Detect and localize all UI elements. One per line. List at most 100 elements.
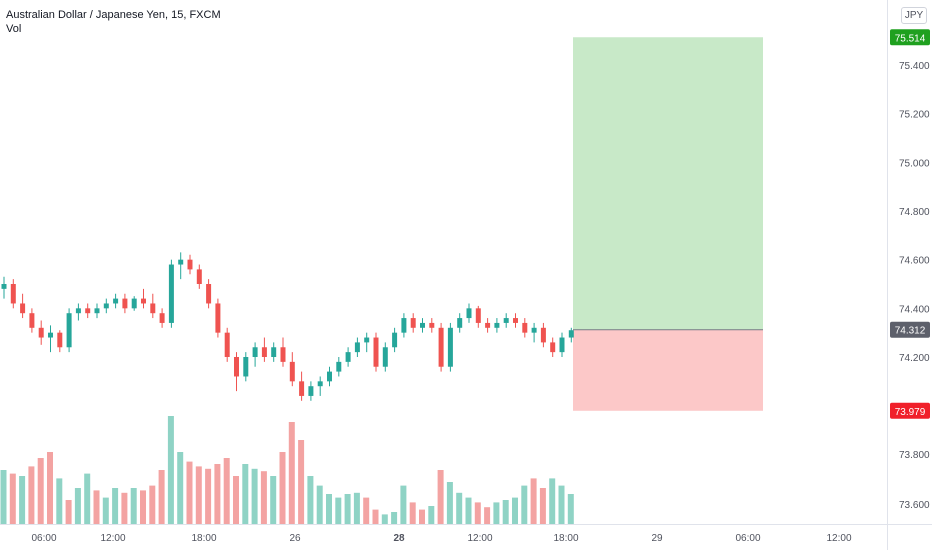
candle-body (308, 386, 314, 396)
volume-bar (47, 452, 53, 524)
price-scale[interactable]: 75.400 75.200 75.000 74.800 74.600 74.400 74.2… (899, 61, 930, 511)
target-price-badge-bg (890, 29, 930, 46)
candle-body (531, 327, 537, 333)
time-scale[interactable]: 06:00 12:00 18:00 26 28 12:00 18:00 29 06:00 12:0… (31, 533, 851, 544)
candle-body (168, 264, 174, 323)
candle-body (141, 298, 146, 304)
candle-body (57, 332, 63, 348)
candle-body (150, 303, 156, 314)
price-tick-label: 75.000 (899, 158, 930, 169)
candle-body (373, 337, 379, 367)
candle-body (224, 332, 230, 357)
volume-bar (363, 497, 370, 524)
volume-bar (326, 494, 332, 524)
candle-body (336, 361, 342, 372)
volume-bar (549, 478, 556, 524)
candle-body (550, 342, 556, 353)
volume-bar (298, 440, 305, 524)
candle-body (410, 318, 416, 328)
volume-bar (465, 497, 472, 524)
volume-bar (167, 416, 174, 524)
symbol-title[interactable]: Australian Dollar / Japanese Yen, 15, FX… (6, 9, 221, 21)
volume-bar (316, 485, 323, 524)
price-tick-label: 74.800 (899, 207, 930, 218)
volume-bar (539, 488, 546, 524)
volume-bar (130, 488, 137, 524)
volume-bar (381, 514, 388, 524)
price-tick-label: 74.400 (899, 304, 930, 315)
candle-body (392, 332, 398, 348)
candle-body (206, 284, 212, 304)
volume-bar (233, 476, 239, 524)
volume-bar (344, 494, 351, 524)
candle-body (10, 284, 16, 304)
candle-body (559, 337, 565, 353)
volume-bar (56, 478, 63, 524)
candle-body (187, 259, 193, 270)
candle-body (475, 308, 481, 323)
time-tick-label: 12:00 (826, 533, 851, 544)
candle-body (103, 303, 109, 309)
stop-price-badge-label: 73.979 (895, 407, 926, 418)
volume-bar (84, 473, 91, 524)
candle-body (317, 381, 323, 387)
volume-bar (214, 464, 221, 524)
price-badges: 75.514 74.312 73.979 (890, 29, 930, 419)
volume-bar (251, 468, 258, 524)
volume-bar (391, 512, 398, 524)
volume-bar (93, 490, 100, 524)
candle-body (85, 308, 91, 314)
price-tick-label: 74.200 (899, 353, 930, 364)
candle-body (113, 298, 119, 304)
long-position-tool[interactable] (573, 37, 763, 411)
candle-body (485, 322, 491, 328)
candle-body (447, 327, 453, 367)
volume-bar (558, 485, 565, 524)
time-tick-label: 18:00 (553, 533, 578, 544)
volume-bar (260, 471, 267, 524)
candle-body (299, 381, 305, 396)
volume-bar (223, 458, 230, 524)
volume-bar (121, 492, 128, 524)
candle-body (522, 322, 528, 333)
candle-body (20, 303, 26, 314)
currency-badge[interactable]: JPY (901, 7, 927, 24)
time-tick-label: 06:00 (31, 533, 56, 544)
stop-price-badge-bg (890, 402, 930, 419)
candle-body (29, 313, 35, 328)
candle-body (438, 327, 444, 367)
volume-bar (484, 507, 491, 524)
price-tick-label: 75.400 (899, 61, 930, 72)
time-tick-label: 18:00 (191, 533, 216, 544)
volume-bar (242, 464, 249, 524)
volume-bar (493, 502, 500, 524)
volume-bar (437, 470, 444, 524)
time-tick-label: 06:00 (735, 533, 760, 544)
volume-bar (9, 473, 16, 524)
candle-body (1, 284, 7, 289)
price-tick-label: 73.800 (899, 450, 930, 461)
volume-label[interactable]: Vol (6, 23, 22, 35)
volume-bar (140, 490, 146, 524)
volume-bar (102, 497, 109, 524)
candle-body (420, 322, 425, 328)
stop-zone (573, 329, 763, 411)
volume-bar (521, 485, 528, 524)
time-tick-label: 29 (651, 533, 663, 544)
volume-bar (279, 452, 286, 524)
last-price-badge-bg (890, 321, 930, 338)
candle-body (364, 337, 370, 343)
time-tick-label: 12:00 (100, 533, 125, 544)
candle-body (215, 303, 221, 333)
time-tick-label: 28 (393, 533, 405, 544)
candle-body (354, 342, 360, 353)
candle-body (503, 318, 509, 323)
candle-body (234, 357, 239, 377)
volume-bars (0, 416, 574, 524)
candle-body (327, 371, 332, 382)
candle-body (568, 330, 574, 338)
volume-bar (372, 509, 379, 524)
target-zone (573, 37, 763, 330)
